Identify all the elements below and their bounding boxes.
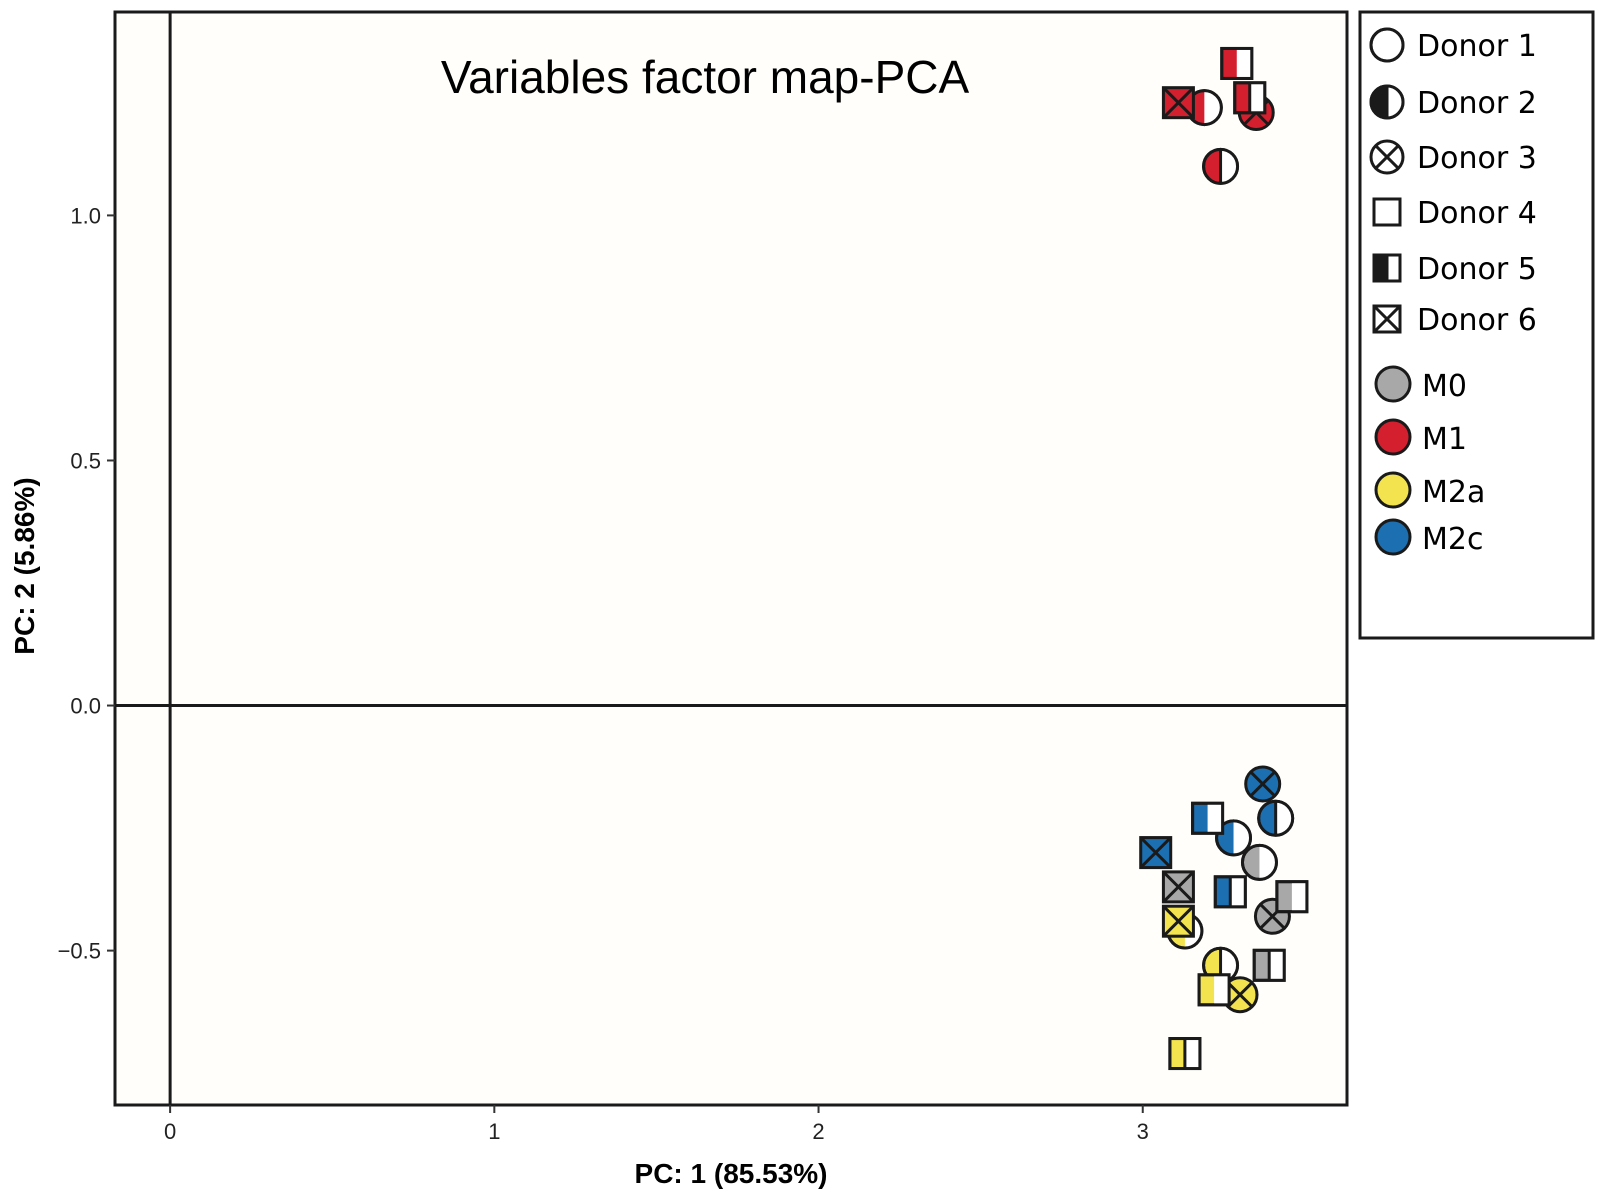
legend-label-donor-5: Donor 5 — [1417, 252, 1537, 287]
point-m2c-donor-5 — [1213, 875, 1247, 909]
x-tick-label: 0 — [164, 1119, 176, 1144]
legend-marker-donor-5 — [1372, 253, 1402, 283]
plot-area — [113, 10, 1349, 1107]
legend-label-donor-1: Donor 1 — [1417, 29, 1537, 64]
y-axis-label: PC: 2 (5.86%) — [9, 477, 40, 654]
legend-marker-donor-2 — [1369, 84, 1405, 120]
legend-marker-donor-6 — [1372, 304, 1402, 334]
point-m2c-donor-4 — [1191, 801, 1225, 835]
y-tick-label: 0.0 — [70, 694, 101, 719]
legend-label-donor-2: Donor 2 — [1417, 86, 1537, 121]
legend-label-donor-4: Donor 4 — [1417, 196, 1537, 231]
legend-marker-donor-3 — [1369, 139, 1405, 175]
x-tick-label: 2 — [812, 1119, 824, 1144]
point-m0-donor-6 — [1161, 870, 1195, 904]
x-axis-label: PC: 1 (85.53%) — [635, 1158, 828, 1189]
y-tick-label: 1.0 — [70, 203, 101, 228]
legend-items: Donor 1 Donor 2 Donor 3 Donor 4 Donor 5 Donor… — [1369, 27, 1537, 557]
x-tick-label: 3 — [1137, 1119, 1149, 1144]
legend-label-m0: M0 — [1422, 369, 1467, 404]
y-axis-ticks: −0.5 0.0 0.5 1.0 — [58, 203, 115, 964]
point-m2a-donor-3 — [1221, 976, 1259, 1014]
point-m2c-donor-6 — [1139, 836, 1173, 870]
legend-marker-m2a — [1374, 471, 1412, 509]
legend-label-m2c: M2c — [1422, 522, 1483, 557]
point-m2a-donor-5 — [1168, 1037, 1202, 1071]
point-m2a-donor-4 — [1197, 973, 1231, 1007]
point-m2a-donor-6 — [1161, 904, 1195, 938]
point-m2c-donor-1 — [1215, 819, 1253, 857]
legend-label-donor-6: Donor 6 — [1417, 303, 1537, 338]
point-m0-donor-4 — [1275, 880, 1309, 914]
point-m1-donor-6 — [1161, 86, 1195, 120]
legend-label-donor-3: Donor 3 — [1417, 141, 1537, 176]
y-tick-label: 0.5 — [70, 448, 101, 473]
x-tick-label: 1 — [488, 1119, 500, 1144]
y-tick-label: −0.5 — [58, 939, 101, 964]
chart-title: Variables factor map-PCA — [441, 51, 970, 103]
legend-marker-m1 — [1374, 418, 1412, 456]
point-m2c-donor-3 — [1244, 765, 1282, 803]
point-m2c-donor-2 — [1257, 799, 1295, 837]
point-m1-donor-4 — [1220, 46, 1254, 80]
legend-marker-donor-4 — [1372, 197, 1402, 227]
legend-label-m2a: M2a — [1422, 475, 1485, 510]
legend-marker-donor-1 — [1369, 27, 1405, 63]
plot-panel — [113, 10, 1349, 1107]
legend-label-m1: M1 — [1422, 422, 1467, 457]
point-m1-donor-5 — [1233, 81, 1267, 115]
point-m1-donor-2 — [1202, 147, 1240, 185]
legend-marker-m0 — [1374, 365, 1412, 403]
point-m0-donor-5 — [1252, 948, 1286, 982]
legend-marker-m2c — [1374, 518, 1412, 556]
legend: Donor 1 Donor 2 Donor 3 Donor 4 Donor 5 Donor… — [1358, 10, 1595, 640]
x-axis-ticks: 0 1 2 3 — [164, 1105, 1149, 1144]
data-points — [1139, 46, 1309, 1071]
point-m0-donor-1 — [1240, 843, 1278, 881]
